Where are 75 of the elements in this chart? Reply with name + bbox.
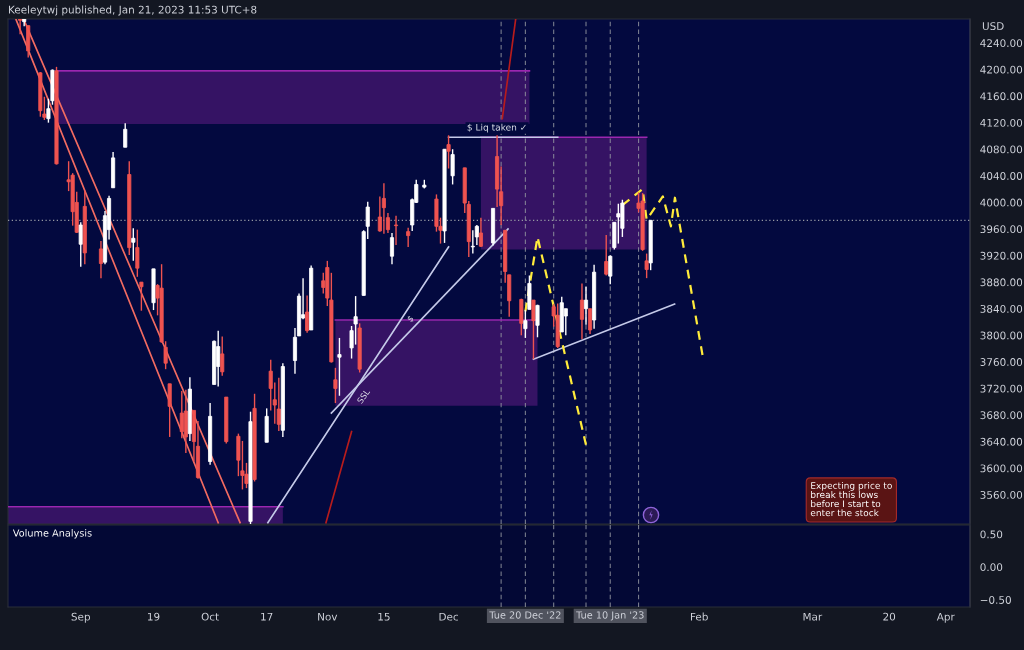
y-tick-label: 3840.00 bbox=[980, 304, 1023, 313]
candlestick bbox=[78, 221, 83, 268]
annotation: $ Liq taken ✓ bbox=[467, 123, 526, 133]
x-tick-label: 15 bbox=[378, 612, 390, 621]
candlestick bbox=[337, 337, 342, 397]
candlestick bbox=[167, 383, 172, 438]
y-tick-label: 3680.00 bbox=[980, 411, 1023, 420]
x-tick-label: 19 bbox=[148, 612, 160, 621]
candlestick bbox=[131, 227, 136, 262]
candlestick bbox=[394, 214, 399, 246]
candlestick bbox=[583, 286, 589, 326]
y-tick-label: 4040.00 bbox=[980, 172, 1023, 180]
x-tick-label: Dec bbox=[439, 612, 459, 621]
y-tick-label: 4120.00 bbox=[980, 118, 1023, 127]
y-tick-label: 4080.00 bbox=[980, 145, 1023, 154]
candlestick bbox=[353, 295, 358, 346]
candlestick bbox=[216, 329, 221, 388]
candlestick bbox=[608, 254, 613, 285]
candlestick bbox=[98, 240, 103, 279]
x-tick-label: Apr bbox=[936, 612, 955, 623]
candlestick bbox=[478, 216, 483, 248]
candlestick bbox=[406, 226, 411, 248]
candlestick bbox=[305, 294, 310, 334]
chart-title: Volume Analysis bbox=[12, 529, 92, 539]
y-tick-label: 3600.00 bbox=[980, 464, 1023, 473]
y-tick-label: 3640.00 bbox=[980, 437, 1023, 446]
y-tick-label: 3800.00 bbox=[980, 331, 1023, 340]
x-tick-label: Mar bbox=[803, 612, 823, 621]
x-tick-label: Oct bbox=[201, 612, 219, 621]
y-tick-label: 0.00 bbox=[980, 563, 1003, 572]
x-tick-label: Nov bbox=[318, 612, 338, 621]
y-axis-title: USD bbox=[982, 22, 1004, 31]
candlestick bbox=[616, 203, 621, 245]
candlestick bbox=[389, 232, 395, 265]
candlestick bbox=[276, 377, 281, 432]
candlestick bbox=[381, 182, 386, 235]
y-tick-label: 3880.00 bbox=[980, 278, 1023, 287]
y-tick-label: 4200.00 bbox=[980, 65, 1023, 74]
y-tick-label: 4160.00 bbox=[980, 92, 1023, 101]
y-tick-label: 4000.00 bbox=[980, 198, 1023, 207]
candlestick bbox=[535, 304, 540, 338]
y-tick-label: 3560.00 bbox=[980, 490, 1023, 499]
y-tick-label: 3720.00 bbox=[980, 384, 1023, 393]
candlestick bbox=[123, 122, 128, 148]
x-tick-label: Feb bbox=[690, 612, 708, 621]
y-tick-label: 3760.00 bbox=[980, 358, 1023, 366]
x-tick-label: 17 bbox=[261, 612, 273, 621]
candlestick bbox=[470, 229, 475, 255]
candlestick bbox=[450, 148, 455, 186]
y-tick-label: 3920.00 bbox=[980, 251, 1023, 260]
y-tick-label: 4240.00 bbox=[980, 39, 1023, 48]
annotation: $ bbox=[406, 314, 415, 323]
annotation: SSL bbox=[356, 388, 371, 404]
chart-title: Keeleytwj published, Jan 21, 2023 11:53 UTC+8 bbox=[9, 5, 257, 16]
candlestick bbox=[604, 234, 609, 277]
ref-line-label: Tue 20 Dec '22 bbox=[489, 611, 561, 619]
y-tick-label: 0.50 bbox=[980, 530, 1003, 539]
y-tick-label: 3960.00 bbox=[980, 225, 1023, 234]
candlestick bbox=[523, 309, 528, 339]
x-tick-label: 20 bbox=[883, 612, 896, 621]
x-tick-label: Sep bbox=[71, 612, 90, 623]
candlestick bbox=[333, 367, 338, 404]
candlestick bbox=[519, 298, 524, 336]
y-tick-label: −0.50 bbox=[980, 596, 1011, 604]
candlestick bbox=[531, 299, 536, 360]
candlestick bbox=[588, 308, 593, 335]
candlestick bbox=[644, 252, 649, 279]
candlestick bbox=[179, 390, 184, 439]
candlestick bbox=[446, 134, 451, 170]
candlestick bbox=[579, 282, 584, 340]
annotation: Expecting price to break this lows before I start to enter the stock bbox=[810, 481, 892, 517]
candlestick bbox=[135, 228, 140, 278]
candlestick bbox=[139, 281, 144, 312]
candlestick bbox=[220, 335, 225, 377]
ref-line-label: Tue 10 Jan '23 bbox=[576, 611, 644, 621]
